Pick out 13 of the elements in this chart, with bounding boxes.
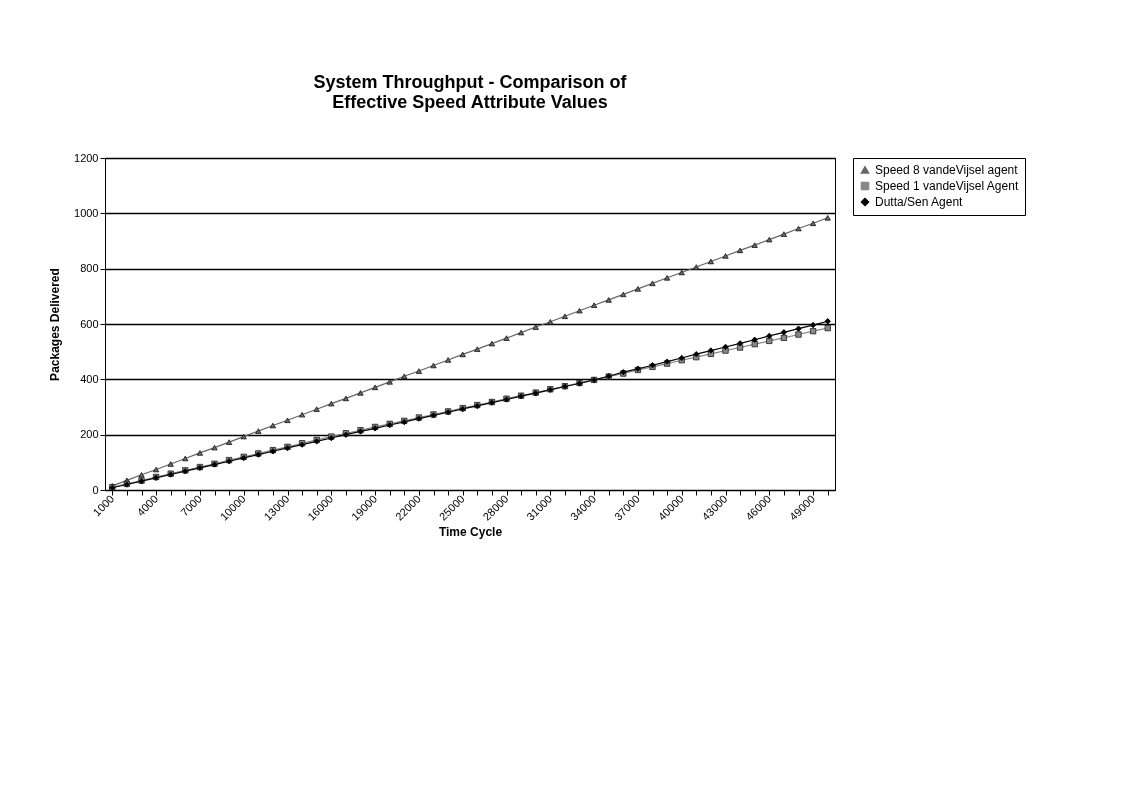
y-tick-label: 600: [80, 317, 99, 330]
legend-label: Speed 1 vandeVijsel Agent: [875, 179, 1019, 193]
y-tick-label: 1000: [74, 206, 99, 219]
y-tick-label: 400: [80, 372, 99, 385]
y-tick-label: 200: [80, 428, 99, 441]
x-axis-title: Time Cycle: [438, 524, 503, 539]
y-axis-title: Packages Delivered: [48, 268, 63, 381]
legend-label: Speed 8 vandeVijsel agent: [875, 163, 1019, 177]
legend-label: Dutta/Sen Agent: [875, 195, 964, 209]
chart-title: System Throughput - Comparison of Effective Speed Attribute Values: [313, 72, 628, 112]
y-tick-label: 800: [80, 262, 99, 275]
y-tick-label: 0: [92, 483, 99, 496]
y-tick-label: 1200: [74, 151, 99, 164]
